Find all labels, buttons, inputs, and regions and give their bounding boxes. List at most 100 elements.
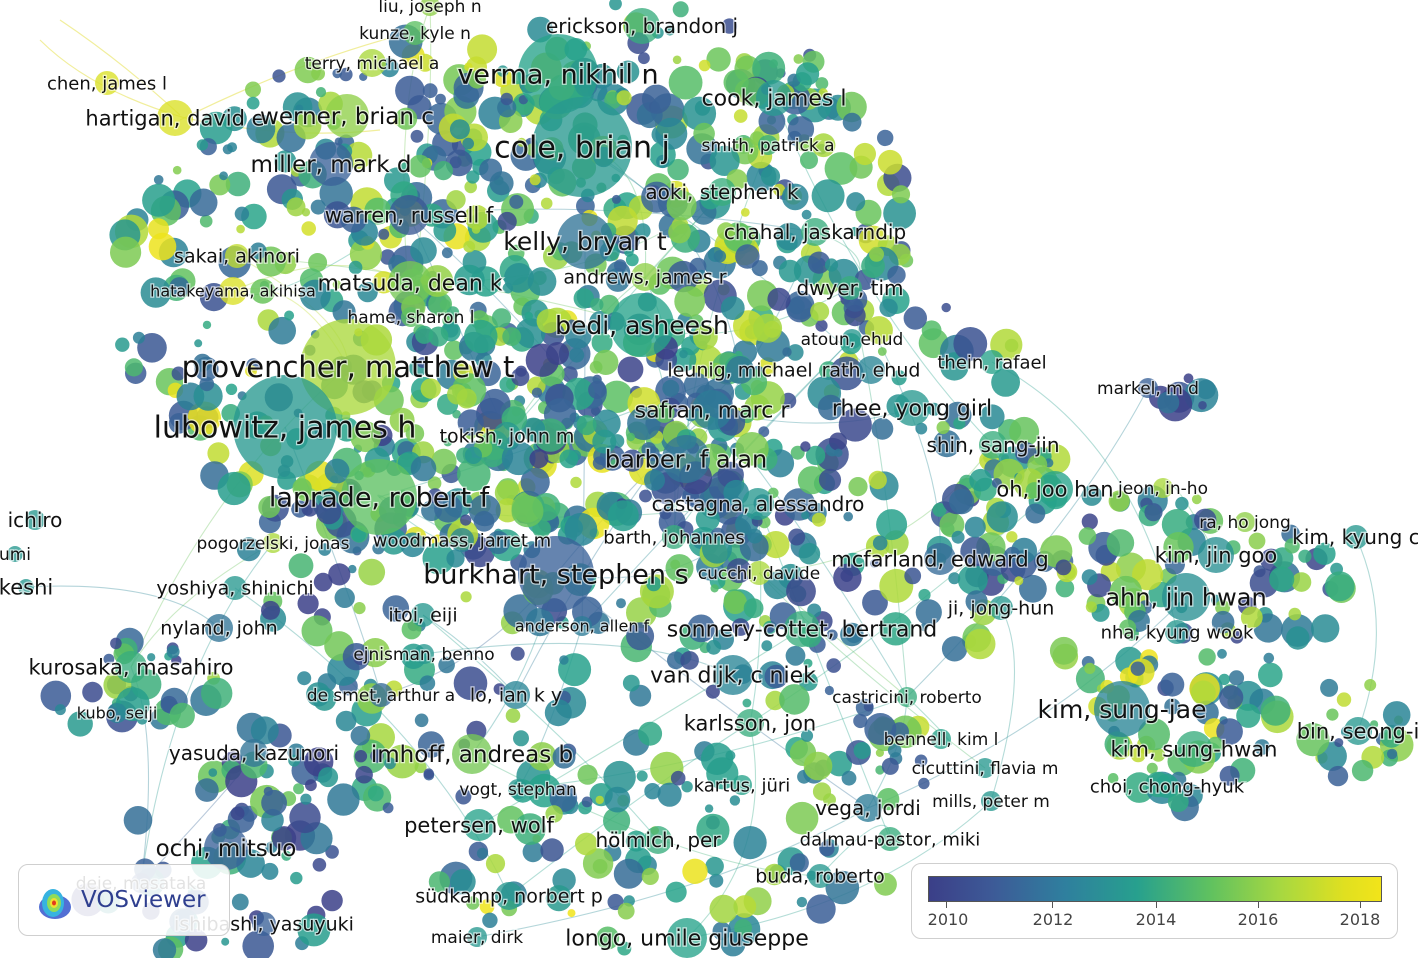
author-node	[1153, 478, 1173, 498]
node-bubble	[638, 721, 663, 746]
node-bubble	[1151, 748, 1166, 762]
author-label: thein, rafael	[937, 352, 1046, 373]
author-node	[801, 218, 829, 246]
node-bubble	[654, 402, 675, 423]
author-node	[1162, 573, 1210, 621]
node-bubble	[504, 263, 534, 293]
link-line	[130, 542, 274, 668]
author-node	[341, 459, 417, 535]
author-label: cole, brian j	[494, 131, 670, 166]
node-bubble	[806, 894, 836, 924]
node-bubble	[778, 259, 802, 283]
node-bubble	[933, 430, 961, 458]
author-node	[508, 779, 528, 799]
node-bubble	[567, 909, 576, 918]
author-node	[309, 142, 353, 186]
author-node	[518, 536, 594, 612]
node-bubble	[489, 171, 514, 196]
node-layer	[7, 0, 1414, 958]
node-bubble	[549, 784, 578, 812]
node-bubble	[591, 332, 613, 354]
node-bubble	[236, 537, 261, 562]
author-label: provencher, matthew t	[182, 350, 515, 384]
node-bubble	[261, 789, 287, 816]
node-bubble	[800, 441, 811, 452]
author-node	[25, 510, 45, 530]
node-bubble	[1324, 571, 1355, 602]
node-bubble	[729, 795, 741, 806]
author-label: kubo, seiji	[77, 704, 158, 723]
node-bubble	[225, 383, 238, 395]
node-bubble	[645, 185, 662, 201]
node-bubble	[137, 333, 167, 363]
author-label: chen, james l	[47, 73, 167, 94]
node-bubble	[582, 848, 614, 879]
author-node	[708, 178, 736, 206]
node-bubble	[1217, 648, 1227, 659]
node-bubble	[825, 870, 860, 905]
node-bubble	[1146, 762, 1158, 774]
author-label: rhee, yong girl	[832, 397, 992, 422]
author-node	[225, 244, 249, 268]
node-bubble	[299, 279, 331, 311]
author-node	[401, 307, 421, 327]
node-bubble	[559, 655, 569, 665]
author-label: bin, seong-i	[1297, 719, 1418, 743]
node-bubble	[1167, 791, 1189, 812]
author-label: oh, joo han	[996, 477, 1113, 501]
node-bubble	[195, 778, 219, 802]
node-bubble	[148, 232, 177, 261]
node-bubble	[672, 55, 682, 65]
author-node	[975, 758, 995, 778]
node-bubble	[281, 850, 292, 861]
author-label: mcfarland, edward g	[831, 547, 1049, 571]
author-label: itoi, eiji	[388, 605, 457, 627]
node-bubble	[546, 342, 569, 365]
node-bubble	[545, 885, 573, 912]
node-bubble	[1198, 648, 1216, 666]
author-label: ichiro	[8, 508, 63, 532]
node-bubble	[417, 357, 428, 368]
node-bubble	[193, 381, 223, 411]
author-label: kartus, jüri	[694, 775, 791, 796]
node-bubble	[800, 151, 818, 170]
author-node	[1037, 471, 1073, 507]
node-bubble	[208, 768, 218, 777]
author-label: anderson, allen f	[515, 617, 650, 636]
node-bubble	[1107, 773, 1119, 784]
node-bubble	[927, 402, 941, 416]
node-bubble	[779, 684, 810, 715]
node-bubble	[284, 310, 295, 321]
node-bubble	[706, 639, 722, 655]
node-bubble	[439, 299, 451, 311]
node-bubble	[332, 300, 356, 324]
node-bubble	[357, 281, 378, 303]
node-bubble	[887, 743, 902, 758]
node-bubble	[767, 287, 791, 311]
author-label: cook, james l	[702, 87, 847, 112]
node-bubble	[455, 788, 472, 805]
node-bubble	[332, 68, 343, 79]
node-bubble	[288, 754, 300, 767]
node-bubble	[840, 622, 864, 647]
node-bubble	[293, 111, 322, 140]
author-node	[502, 681, 530, 709]
node-bubble	[611, 194, 621, 204]
node-bubble	[705, 684, 720, 699]
author-node	[747, 561, 771, 585]
node-bubble	[433, 161, 453, 181]
node-bubble	[460, 514, 472, 526]
node-bubble	[435, 93, 446, 105]
node-bubble	[700, 742, 734, 775]
node-bubble	[217, 471, 251, 506]
node-bubble	[735, 244, 760, 269]
author-label: burkhart, stephen s	[423, 559, 688, 590]
node-bubble	[485, 854, 506, 874]
node-bubble	[434, 494, 463, 523]
author-label: maier, dirk	[431, 928, 523, 948]
node-bubble	[662, 379, 680, 397]
node-bubble	[695, 507, 720, 532]
author-node	[980, 350, 1004, 374]
